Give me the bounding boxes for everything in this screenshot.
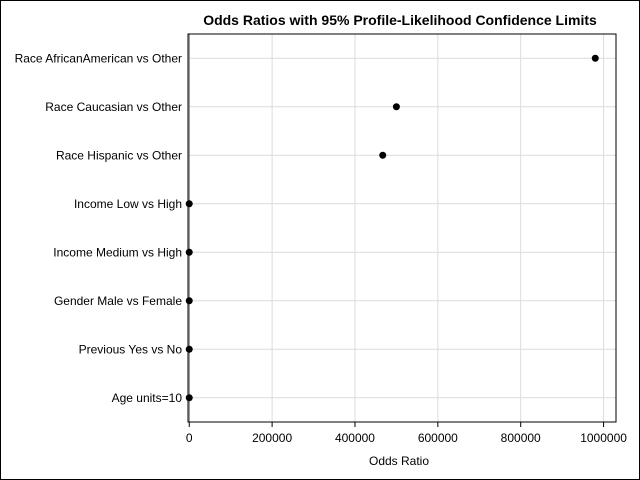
y-tick-label: Income Low vs High: [74, 197, 182, 211]
x-tick-label: 600000: [418, 431, 458, 445]
data-point: [185, 200, 193, 208]
x-tick-label: 1000000: [580, 431, 627, 445]
data-point: [185, 248, 193, 256]
chart-title: Odds Ratios with 95% Profile-Likelihood …: [203, 12, 597, 28]
x-tick-label: 800000: [501, 431, 541, 445]
data-point: [185, 297, 193, 305]
y-tick-label: Race Hispanic vs Other: [56, 148, 182, 162]
y-axis-labels: Race AfricanAmerican vs Other Race Caucas…: [15, 51, 183, 405]
x-tick-label: 0: [186, 431, 193, 445]
data-points: [185, 54, 599, 402]
x-tick-label: 200000: [252, 431, 292, 445]
x-tick-label: 400000: [335, 431, 375, 445]
y-tick-label: Race Caucasian vs Other: [45, 100, 182, 114]
y-tick-label: Gender Male vs Female: [54, 294, 182, 308]
data-point: [392, 103, 400, 111]
y-tick-label: Race AfricanAmerican vs Other: [15, 51, 182, 65]
y-tick-label: Age units=10: [112, 391, 183, 405]
data-point: [379, 151, 387, 159]
x-axis-label: Odds Ratio: [369, 454, 429, 468]
grid-lines: [188, 34, 616, 422]
data-point: [185, 345, 193, 353]
data-point: [185, 394, 193, 402]
data-point: [591, 54, 599, 62]
y-tick-label: Income Medium vs High: [53, 245, 182, 259]
x-axis-ticks: 0 200000 400000 600000 800000 1000000: [186, 422, 627, 445]
plot-area: [187, 33, 617, 423]
y-tick-label: Previous Yes vs No: [79, 342, 183, 356]
